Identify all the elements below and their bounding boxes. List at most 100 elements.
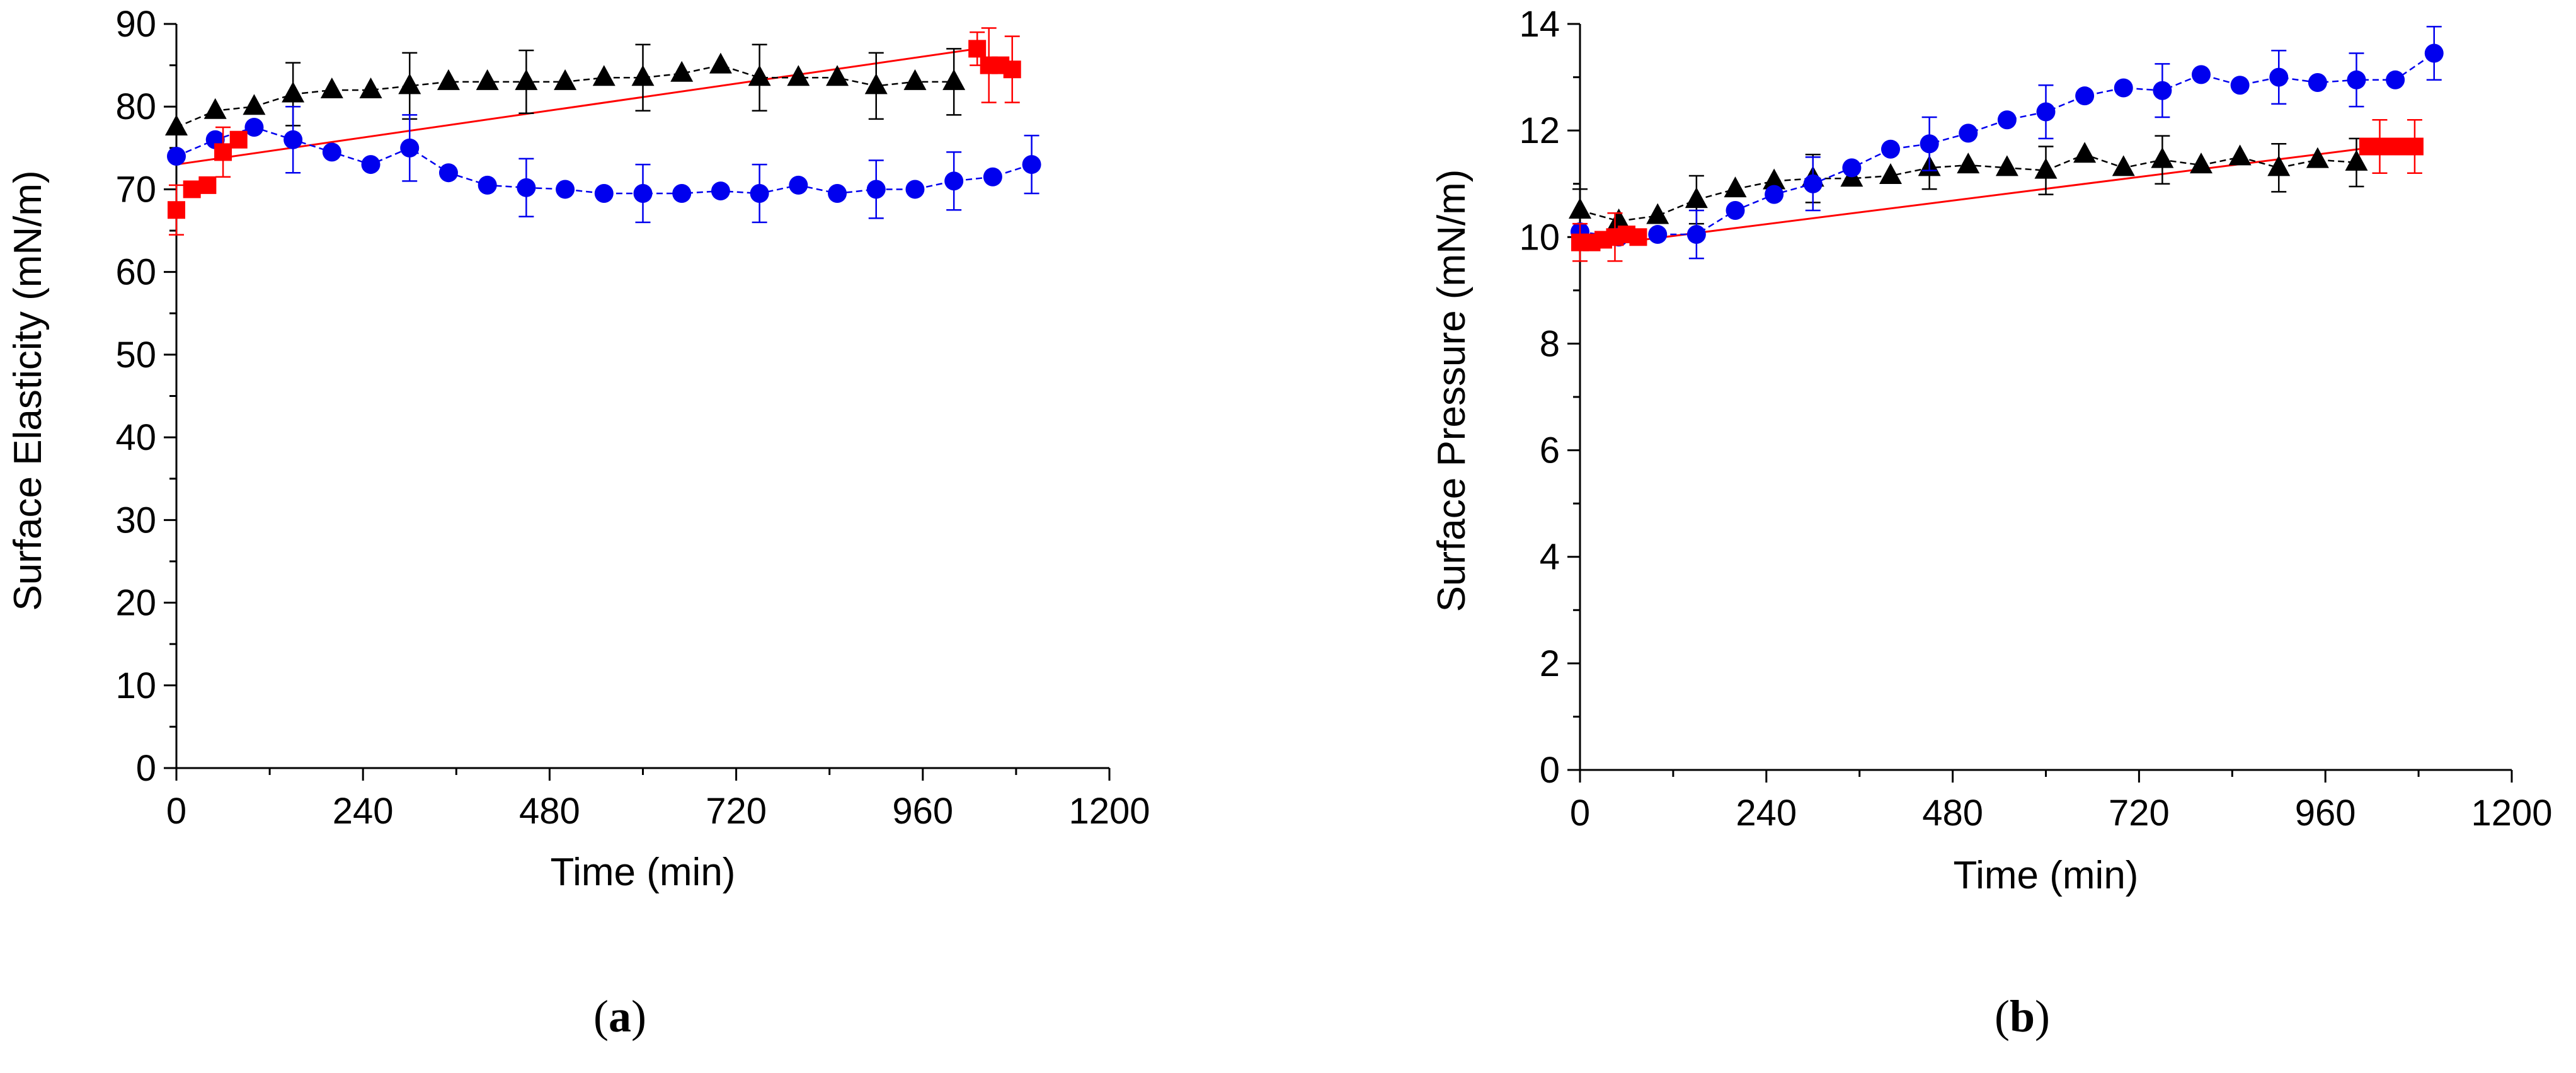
data-point-circle [750, 184, 769, 204]
data-point-triangle [1646, 203, 1669, 224]
data-point-square [198, 176, 217, 194]
data-point-circle [1765, 185, 1784, 204]
data-point-triangle [2345, 149, 2368, 171]
series-triangles [1569, 135, 2368, 233]
data-point-circle [2192, 65, 2211, 84]
data-point-circle [1686, 225, 1706, 244]
data-point-triangle [243, 94, 266, 115]
data-point-triangle [670, 60, 694, 82]
data-point-circle [905, 180, 925, 199]
y-tick-label: 14 [1519, 4, 1560, 45]
data-point-triangle [864, 73, 888, 95]
data-point-triangle [1879, 163, 1902, 185]
data-point-triangle [942, 69, 966, 90]
data-point-circle [322, 142, 341, 162]
data-point-circle [1803, 174, 1823, 193]
data-point-circle [711, 181, 730, 201]
caption-a-letter: a [609, 991, 631, 1041]
data-point-circle [944, 171, 964, 191]
data-point-circle [2075, 86, 2095, 106]
x-tick-label: 0 [1570, 793, 1590, 834]
data-point-circle [2036, 102, 2056, 122]
data-point-square [2405, 137, 2424, 156]
data-point-triangle [903, 69, 927, 90]
data-point-circle [1997, 110, 2017, 130]
data-point-triangle [787, 65, 810, 86]
data-point-triangle [2034, 158, 2058, 179]
data-point-square [183, 180, 201, 198]
data-point-circle [361, 155, 381, 175]
series-squares [168, 27, 1021, 236]
y-tick-label: 10 [115, 665, 156, 706]
data-point-circle [2269, 67, 2289, 87]
data-point-circle [2114, 78, 2133, 98]
x-tick-label: 0 [166, 791, 186, 832]
data-point-circle [672, 184, 692, 204]
y-tick-label: 6 [1540, 430, 1560, 471]
series-line [1579, 52, 2435, 238]
data-point-triangle [359, 77, 382, 98]
data-point-square [214, 143, 232, 161]
data-point-triangle [1607, 208, 1630, 229]
y-tick-label: 2 [1540, 643, 1560, 684]
data-point-circle [438, 163, 458, 183]
y-tick-label: 20 [115, 583, 156, 624]
series-squares [1571, 118, 2424, 262]
data-point-circle [2424, 43, 2444, 63]
y-tick-label: 8 [1540, 323, 1560, 364]
x-tick-label: 480 [519, 791, 580, 832]
y-tick-label: 12 [1519, 110, 1560, 151]
data-point-square [968, 40, 987, 58]
data-point-circle [633, 184, 653, 204]
data-point-triangle [748, 65, 771, 86]
data-point-triangle [476, 69, 499, 90]
data-point-triangle [515, 69, 538, 90]
y-axis-label: Surface Elasticity (mN/m) [6, 170, 50, 611]
data-point-circle [1726, 201, 1745, 220]
data-point-triangle [826, 65, 849, 86]
y-tick-label: 50 [115, 335, 156, 376]
y-tick-label: 4 [1540, 537, 1560, 578]
data-point-triangle [1763, 168, 1786, 190]
data-point-circle [983, 167, 1002, 186]
caption-b: (b) [1994, 991, 2051, 1041]
data-point-triangle [592, 65, 615, 86]
y-tick-label: 0 [1540, 750, 1560, 791]
x-tick-label: 1200 [1068, 791, 1150, 832]
data-point-circle [828, 184, 847, 204]
data-point-triangle [1685, 187, 1708, 209]
data-point-triangle [282, 81, 305, 103]
series-line [176, 126, 1032, 195]
y-tick-label: 80 [115, 86, 156, 127]
x-tick-label: 720 [706, 791, 767, 832]
caption-b-letter: b [2009, 991, 2035, 1041]
x-tick-label: 480 [1922, 793, 1983, 834]
data-point-triangle [2073, 142, 2097, 163]
data-point-square [168, 201, 185, 219]
y-tick-label: 70 [115, 169, 156, 210]
data-point-triangle [437, 69, 460, 90]
data-point-square [1003, 60, 1021, 79]
data-point-circle [1842, 158, 1862, 178]
data-point-square [1629, 228, 1647, 246]
data-point-circle [517, 178, 536, 197]
data-point-circle [2230, 76, 2250, 95]
data-point-circle [1881, 139, 1900, 159]
data-point-triangle [1995, 155, 2018, 176]
data-point-circle [1022, 155, 1041, 175]
series-circles [167, 105, 1041, 224]
x-axis-label: Time (min) [551, 851, 736, 894]
x-axis-label: Time (min) [1954, 854, 2139, 897]
data-point-circle [283, 130, 303, 149]
chart-panel-a: 0 10 20 30 40 50 60 70 80 90 0 240 480 720 960 1200 Time… [6, 4, 1150, 894]
data-point-square [229, 130, 248, 149]
data-point-circle [2386, 70, 2405, 89]
data-point-triangle [2190, 152, 2212, 174]
data-point-triangle [2306, 147, 2329, 168]
y-tick-label: 0 [136, 748, 156, 789]
data-point-triangle [2151, 147, 2174, 168]
data-point-circle [2153, 81, 2172, 100]
caption-a: (a) [593, 991, 646, 1041]
x-tick-label: 240 [1736, 793, 1797, 834]
